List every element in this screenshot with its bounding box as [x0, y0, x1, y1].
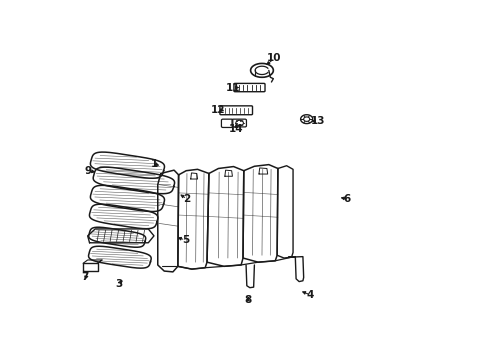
Text: 10: 10 — [266, 53, 281, 63]
Text: 7: 7 — [81, 273, 88, 283]
Text: 6: 6 — [343, 194, 350, 204]
Text: 5: 5 — [182, 235, 189, 245]
Text: 12: 12 — [211, 105, 225, 115]
Text: 11: 11 — [226, 82, 240, 93]
Text: 2: 2 — [183, 194, 190, 204]
Text: 3: 3 — [115, 279, 122, 289]
Text: 4: 4 — [306, 290, 313, 300]
Text: 9: 9 — [85, 166, 92, 176]
Text: 14: 14 — [228, 123, 243, 134]
Text: 13: 13 — [310, 116, 325, 126]
Text: 8: 8 — [244, 296, 251, 305]
Text: 1: 1 — [151, 159, 158, 169]
